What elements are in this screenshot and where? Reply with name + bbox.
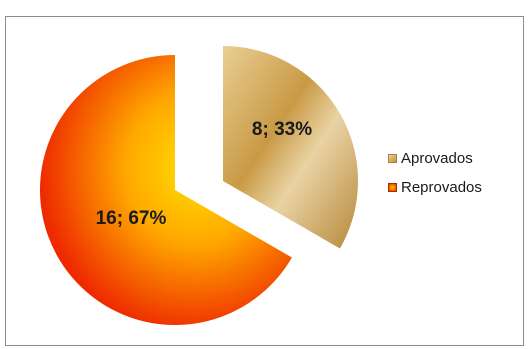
legend-swatch-aprovados <box>388 154 397 163</box>
legend: Aprovados Reprovados <box>388 150 482 196</box>
data-label-reprovados: 16; 67% <box>96 208 167 229</box>
legend-item-reprovados: Reprovados <box>388 179 482 196</box>
pie-slice-reprovados <box>39 54 292 325</box>
pie-slice-aprovados <box>223 46 358 249</box>
legend-swatch-reprovados <box>388 183 397 192</box>
data-label-aprovados: 8; 33% <box>252 119 312 140</box>
legend-label-aprovados: Aprovados <box>401 150 473 167</box>
legend-label-reprovados: Reprovados <box>401 179 482 196</box>
legend-item-aprovados: Aprovados <box>388 150 482 167</box>
